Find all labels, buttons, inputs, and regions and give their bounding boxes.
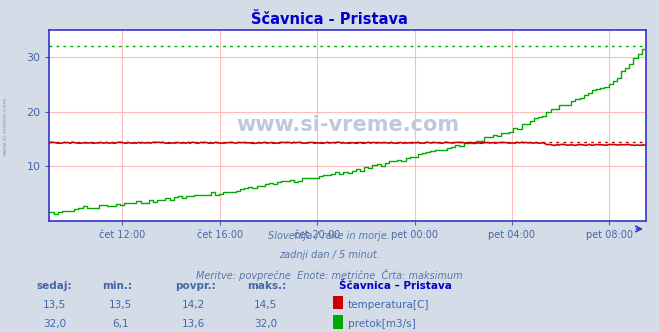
Text: www.si-vreme.com: www.si-vreme.com	[3, 96, 8, 156]
Text: 14,5: 14,5	[254, 300, 277, 310]
Text: Ščavnica – Pristava: Ščavnica – Pristava	[339, 281, 452, 290]
Text: 6,1: 6,1	[112, 319, 129, 329]
Text: sedaj:: sedaj:	[36, 281, 72, 290]
Text: min.:: min.:	[102, 281, 132, 290]
Text: temperatura[C]: temperatura[C]	[348, 300, 430, 310]
Text: 13,5: 13,5	[109, 300, 132, 310]
Text: 13,5: 13,5	[43, 300, 67, 310]
Text: povpr.:: povpr.:	[175, 281, 215, 290]
Text: 32,0: 32,0	[43, 319, 67, 329]
Text: www.si-vreme.com: www.si-vreme.com	[236, 115, 459, 135]
Text: Slovenija / reke in morje.: Slovenija / reke in morje.	[268, 231, 391, 241]
Text: 13,6: 13,6	[181, 319, 205, 329]
Text: zadnji dan / 5 minut.: zadnji dan / 5 minut.	[279, 250, 380, 260]
Text: 14,2: 14,2	[181, 300, 205, 310]
Text: pretok[m3/s]: pretok[m3/s]	[348, 319, 416, 329]
Text: maks.:: maks.:	[247, 281, 287, 290]
Text: 32,0: 32,0	[254, 319, 277, 329]
Text: Ščavnica - Pristava: Ščavnica - Pristava	[251, 12, 408, 27]
Text: Meritve: povprečne  Enote: metrične  Črta: maksimum: Meritve: povprečne Enote: metrične Črta:…	[196, 269, 463, 281]
